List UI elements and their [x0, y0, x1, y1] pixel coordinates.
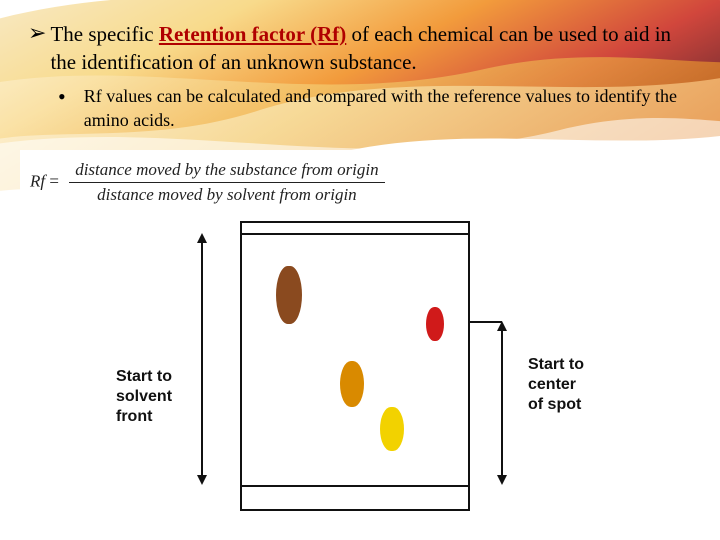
right-arrow-tick	[468, 321, 502, 323]
formula-numerator: distance moved by the substance from ori…	[69, 160, 384, 183]
solvent-front-line	[242, 233, 468, 235]
left-arrow-head-up	[197, 233, 207, 243]
tlc-spot	[426, 307, 444, 341]
main-prefix: The specific	[50, 22, 158, 46]
formula-eq: =	[49, 171, 59, 190]
tlc-spot	[276, 266, 302, 324]
label-right: Start tocenterof spot	[528, 355, 584, 415]
formula-denominator: distance moved by solvent from origin	[69, 183, 384, 205]
highlight-term: Retention factor (Rf)	[159, 22, 346, 46]
sub-bullet: • Rf values can be calculated and compar…	[58, 84, 692, 132]
bullet-dot-icon: •	[58, 86, 66, 108]
main-bullet: ➢ The specific Retention factor (Rf) of …	[28, 20, 692, 76]
origin-line	[242, 485, 468, 487]
tlc-spot	[340, 361, 364, 407]
label-left: Start tosolventfront	[116, 367, 172, 427]
rf-formula: Rf = distance moved by the substance fro…	[30, 160, 690, 205]
main-text: The specific Retention factor (Rf) of ea…	[50, 20, 692, 76]
text-content: ➢ The specific Retention factor (Rf) of …	[0, 0, 720, 132]
chevron-icon: ➢	[28, 20, 46, 46]
left-arrow-head-down	[197, 475, 207, 485]
right-arrow-head-down	[497, 475, 507, 485]
tlc-spot	[380, 407, 404, 451]
formula-fraction: distance moved by the substance from ori…	[69, 160, 384, 205]
formula-lhs: Rf	[30, 171, 45, 190]
figure: Rf = distance moved by the substance fro…	[20, 150, 700, 521]
sub-text: Rf values can be calculated and compared…	[84, 84, 692, 132]
tlc-diagram: Start tosolventfront Start tocenterof spo…	[30, 211, 670, 521]
right-arrow-shaft	[501, 329, 503, 477]
left-arrow-shaft	[201, 241, 203, 477]
